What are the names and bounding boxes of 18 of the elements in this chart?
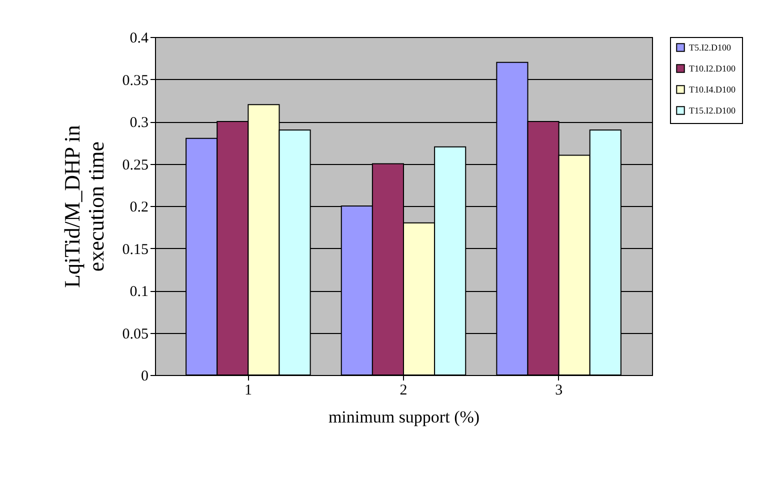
x-tick-label: 2: [400, 382, 408, 398]
legend-label: T10.I2.D100: [689, 64, 736, 74]
y-tick-label: 0.4: [130, 30, 149, 46]
legend-label: T15.I2.D100: [689, 106, 736, 116]
y-tick-label: 0.1: [130, 284, 148, 300]
y-tick-label: 0.25: [122, 157, 148, 174]
legend-label: T5.I2.D100: [689, 42, 732, 52]
y-axis-title: LqiTid/M_DHP in execution time: [59, 125, 108, 288]
y-tick-label: 0.3: [130, 115, 148, 131]
x-tick-label: 3: [555, 382, 563, 398]
x-axis-title: minimum support (%): [328, 408, 480, 426]
y-tick-label: 0.2: [130, 200, 148, 216]
y-tick-label: 0.35: [122, 72, 148, 89]
y-tick-label: 0.05: [122, 326, 148, 342]
y-tick-label: 0: [141, 368, 148, 384]
x-tick-label: 1: [244, 382, 252, 398]
legend-label: T10.I4.D100: [689, 84, 736, 94]
y-tick-label: 0.15: [122, 242, 148, 258]
